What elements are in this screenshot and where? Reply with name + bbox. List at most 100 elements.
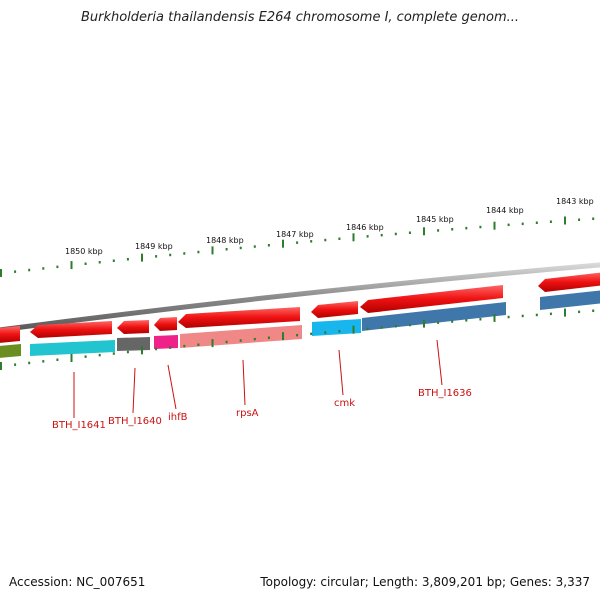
- gene-label-lines: [73, 339, 443, 418]
- outer-tick-40: [564, 216, 566, 225]
- gene-arrow-left-edge: [0, 326, 20, 343]
- inner-tick-16: [225, 340, 228, 344]
- gene-label-bth-i1641: BTH_I1641: [52, 420, 106, 431]
- gene-magenta-ihfb: [154, 335, 178, 349]
- gene-arrow-7: [538, 272, 600, 292]
- leader-bth-i1636: [436, 339, 443, 386]
- outer-tick-27: [380, 233, 383, 237]
- inner-tick-17: [239, 339, 242, 342]
- outer-tick-6: [84, 262, 87, 265]
- outer-tick-37: [521, 222, 524, 226]
- outer-tick-32: [451, 228, 454, 231]
- inner-tick-8: [112, 352, 115, 355]
- gene-label-bth-i1636: BTH_I1636: [418, 388, 472, 399]
- inner-tick-9: [126, 350, 129, 354]
- inner-tick-33: [465, 319, 468, 322]
- gene-arrow-5: [311, 301, 358, 318]
- inner-tick-28: [394, 325, 397, 328]
- inner-tick-21: [296, 333, 299, 337]
- gene-arrow-4: [178, 307, 300, 328]
- inner-tick-36: [507, 315, 510, 319]
- inner-tick-34: [479, 318, 482, 321]
- inner-tick-42: [592, 309, 595, 312]
- gene-steel-right: [540, 290, 600, 310]
- scale-label-1845: 1845 kbp: [416, 215, 454, 224]
- gene-cyan-cmk: [312, 319, 361, 336]
- inner-tick-14: [197, 343, 200, 346]
- outer-tick-29: [408, 231, 411, 234]
- gene-arrow-3: [154, 317, 177, 331]
- scale-label-1843: 1843 kbp: [556, 197, 594, 206]
- scale-label-1850: 1850 kbp: [65, 247, 103, 256]
- outer-tick-31: [437, 229, 440, 232]
- scale-label-1847: 1847 kbp: [276, 230, 314, 239]
- forward-strand-genes: [0, 272, 600, 343]
- outer-tick-0: [0, 269, 2, 277]
- outer-tick-26: [366, 235, 369, 238]
- outer-tick-14: [197, 250, 200, 254]
- inner-tick-40: [564, 308, 566, 317]
- scale-label-1844: 1844 kbp: [486, 206, 524, 215]
- gene-label-bth-i1640: BTH_I1640: [108, 416, 162, 427]
- topology-summary: Topology: circular; Length: 3,809,201 bp…: [260, 575, 590, 589]
- outer-tick-13: [183, 252, 186, 255]
- inner-tick-12: [169, 346, 172, 349]
- outer-tick-41: [578, 218, 581, 221]
- inner-tick-2: [28, 361, 31, 365]
- inner-tick-22: [310, 332, 313, 336]
- outer-tick-35: [493, 221, 496, 230]
- inner-tick-7: [98, 353, 101, 357]
- gene-olive: [0, 344, 21, 358]
- outer-tick-19: [267, 244, 270, 247]
- gene-label-rpsa: rpsA: [236, 408, 259, 419]
- inner-tick-6: [84, 355, 87, 358]
- gene-label-ihfb: ihfB: [168, 412, 188, 423]
- inner-scale-ticks: [0, 308, 595, 370]
- inner-tick-26: [366, 327, 369, 330]
- inner-tick-32: [451, 320, 454, 323]
- inner-tick-4: [56, 358, 59, 361]
- outer-tick-30: [423, 227, 425, 236]
- inner-tick-0: [0, 362, 2, 370]
- gene-label-cmk: cmk: [334, 398, 355, 409]
- inner-tick-27: [380, 326, 383, 329]
- outer-tick-12: [169, 253, 172, 257]
- leader-ihfb: [167, 364, 177, 410]
- inner-tick-30: [423, 319, 425, 328]
- outer-tick-23: [324, 238, 327, 242]
- inner-tick-20: [282, 332, 284, 341]
- inner-tick-41: [578, 310, 581, 314]
- outer-tick-2: [28, 268, 31, 272]
- outer-tick-39: [549, 220, 552, 223]
- inner-tick-10: [141, 346, 143, 355]
- inner-tick-24: [338, 330, 341, 333]
- leader-bth-i1640: [132, 367, 136, 414]
- outer-tick-24: [338, 237, 341, 240]
- scale-labels: 1850 kbp 1849 kbp 1848 kbp 1847 kbp 1846…: [65, 197, 594, 256]
- scale-label-1846: 1846 kbp: [346, 223, 384, 232]
- outer-tick-4: [56, 265, 59, 269]
- outer-tick-20: [282, 239, 284, 248]
- outer-tick-28: [394, 232, 397, 236]
- outer-tick-7: [98, 261, 101, 264]
- outer-tick-16: [225, 248, 228, 251]
- outer-scale-ticks: [0, 216, 595, 277]
- outer-tick-15: [211, 246, 214, 255]
- outer-tick-10: [141, 253, 143, 262]
- gene-arrow-2: [117, 320, 149, 334]
- scale-label-1848: 1848 kbp: [206, 236, 244, 245]
- outer-tick-22: [310, 240, 313, 243]
- inner-tick-23: [324, 331, 327, 334]
- inner-tick-3: [42, 360, 45, 363]
- inner-tick-18: [253, 337, 256, 341]
- outer-tick-18: [253, 245, 256, 248]
- inner-tick-38: [535, 313, 538, 317]
- inner-tick-19: [267, 336, 270, 339]
- outer-tick-5: [70, 261, 73, 270]
- inner-tick-31: [437, 321, 440, 324]
- map-title: Burkholderia thailandensis E264 chromoso…: [80, 10, 520, 25]
- inner-tick-29: [408, 323, 411, 327]
- gene-pink-rpsa: [180, 325, 302, 348]
- inner-tick-5: [70, 354, 73, 362]
